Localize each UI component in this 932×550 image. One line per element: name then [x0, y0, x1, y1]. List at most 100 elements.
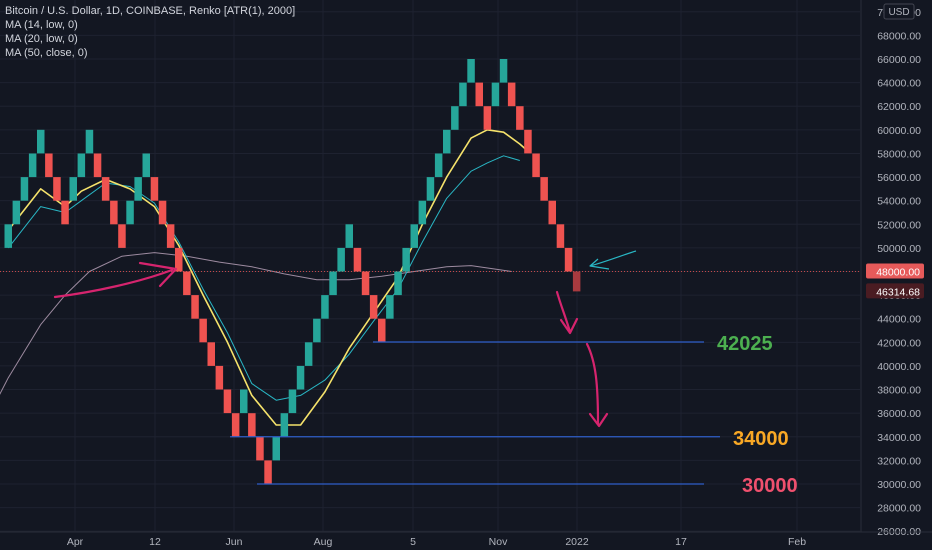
legend-ma14: MA (14, low, 0): [5, 19, 78, 31]
price-tick-label: 62000.00: [877, 101, 921, 113]
price-label-48000: 48000.00: [876, 267, 920, 279]
price-tick-label: 50000.00: [877, 243, 921, 255]
annotation-arrow-teal: [589, 250, 637, 267]
renko-brick-current: [572, 271, 581, 292]
time-tick-label: 2022: [565, 536, 589, 548]
time-tick-label: Jun: [226, 536, 243, 548]
renko-brick: [85, 129, 94, 154]
renko-brick: [166, 224, 175, 248]
renko-brick: [434, 153, 443, 178]
renko-brick: [369, 295, 378, 319]
price-tick-label: 44000.00: [877, 314, 921, 326]
renko-brick: [69, 177, 77, 201]
renko-brick: [345, 224, 353, 248]
renko-brick: [459, 82, 467, 107]
price-tick-label: 36000.00: [877, 408, 921, 420]
renko-brick: [556, 224, 565, 248]
renko-brick: [126, 200, 134, 225]
time-tick-label: Feb: [788, 536, 806, 548]
support-level-label: 30000: [742, 475, 798, 497]
price-tick-label: 42000.00: [877, 337, 921, 349]
price-tick-label: 30000.00: [877, 479, 921, 491]
renko-brick: [483, 106, 492, 130]
price-tick-label: 52000.00: [877, 219, 921, 231]
time-tick-label: 17: [675, 536, 687, 548]
time-tick-label: Aug: [314, 536, 333, 548]
support-level-label: 34000: [733, 428, 789, 450]
renko-brick: [288, 389, 297, 414]
annotation-arrowhead-teal: [589, 258, 610, 270]
ma14-line: [7, 129, 529, 426]
price-label-last: 46314.68: [876, 286, 920, 298]
price-tick-label: 64000.00: [877, 78, 921, 90]
renko-brick: [118, 224, 126, 248]
renko-brick: [264, 460, 272, 484]
renko-brick: [499, 59, 508, 83]
renko-brick: [451, 106, 459, 130]
support-level-label: 42025: [717, 333, 773, 355]
ma20-line: [7, 155, 520, 401]
renko-brick: [37, 129, 45, 154]
renko-brick: [313, 318, 321, 343]
renko-brick: [467, 59, 475, 83]
annotation-arrowhead-down-1: [559, 317, 579, 335]
time-tick-label: Nov: [489, 536, 508, 548]
renko-brick: [532, 153, 540, 178]
annotation-arrow-left: [53, 268, 174, 299]
renko-brick: [256, 436, 264, 461]
renko-brick: [231, 413, 240, 437]
renko-brick: [443, 129, 451, 154]
renko-brick: [418, 200, 427, 225]
time-tick-label: Apr: [67, 536, 84, 548]
renko-brick: [516, 106, 524, 130]
renko-brick: [548, 200, 556, 225]
renko-brick: [223, 389, 232, 414]
renko-brick: [540, 177, 548, 201]
annotation-arrow-down-2: [585, 342, 600, 426]
renko-brick: [199, 318, 207, 343]
renko-brick: [321, 295, 329, 319]
price-tick-label: 40000.00: [877, 361, 921, 373]
renko-brick: [248, 413, 256, 437]
chart-legend: Bitcoin / U.S. Dollar, 1D, COINBASE, Ren…: [5, 4, 295, 60]
renko-brick: [4, 224, 12, 248]
annotation-arrowhead-left: [138, 261, 178, 288]
renko-brick: [272, 436, 280, 461]
renko-brick: [426, 177, 435, 201]
renko-brick: [524, 129, 532, 154]
annotation-arrowhead-down-2: [588, 412, 609, 428]
renko-brick: [394, 271, 402, 296]
price-tick-label: 38000.00: [877, 385, 921, 397]
price-tick-label: 54000.00: [877, 196, 921, 208]
price-tick-label: 28000.00: [877, 503, 921, 515]
renko-brick: [378, 318, 386, 343]
renko-brick: [158, 200, 167, 225]
time-tick-label: 5: [410, 536, 416, 548]
renko-brick: [53, 177, 61, 201]
renko-brick: [304, 342, 313, 366]
renko-brick: [386, 295, 394, 319]
renko-brick: [101, 177, 110, 201]
renko-brick: [142, 153, 150, 178]
renko-brick: [20, 177, 29, 201]
time-tick-label: 12: [149, 536, 161, 548]
price-tick-label: 66000.00: [877, 54, 921, 66]
renko-brick: [45, 153, 53, 178]
renko-brick: [361, 271, 370, 296]
renko-brick: [240, 389, 248, 414]
legend-ma20: MA (20, low, 0): [5, 33, 78, 45]
renko-brick: [28, 153, 37, 178]
price-tick-label: 58000.00: [877, 148, 921, 160]
currency-badge: USD: [888, 7, 909, 18]
renko-brick: [77, 153, 86, 178]
price-tick-label: 32000.00: [877, 455, 921, 467]
renko-brick: [296, 365, 305, 390]
renko-brick: [93, 153, 102, 178]
renko-brick: [134, 177, 142, 201]
chart-title: Bitcoin / U.S. Dollar, 1D, COINBASE, Ren…: [5, 5, 296, 17]
renko-brick: [150, 177, 159, 201]
price-label-48000-bg: [866, 263, 924, 279]
renko-bricks: [4, 59, 573, 484]
